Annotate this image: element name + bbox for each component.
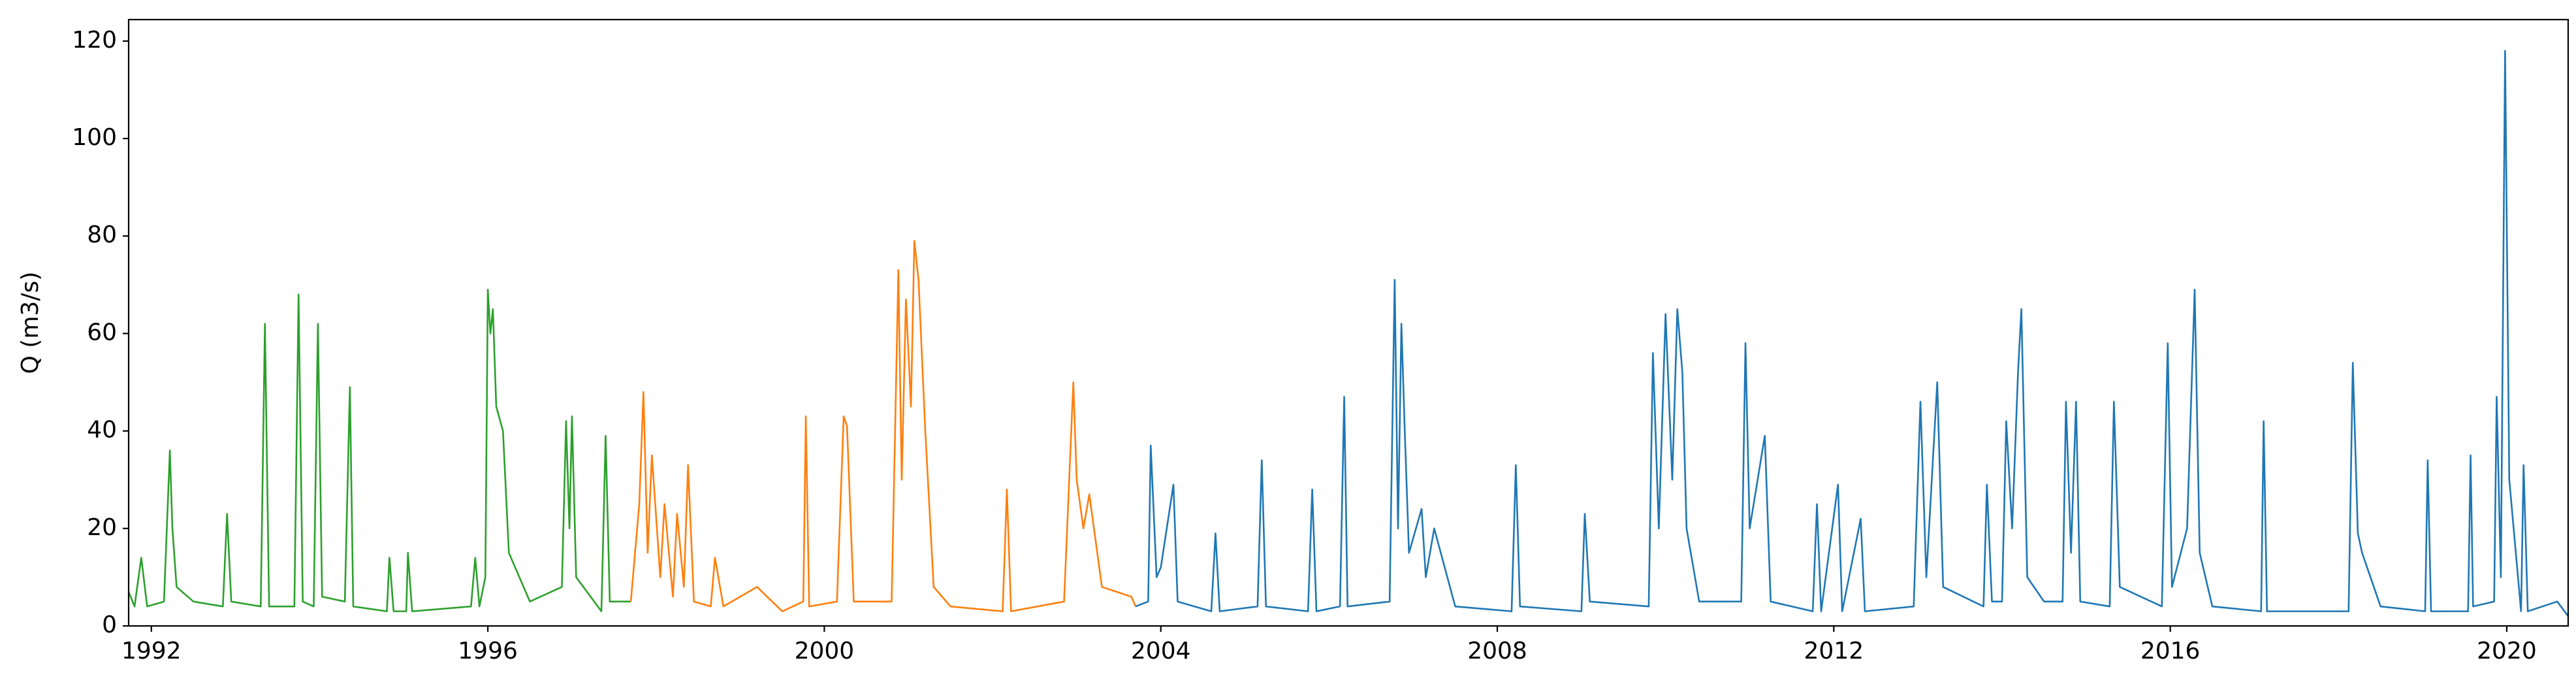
y-tick-label: 60 [87,319,117,346]
x-tick-label: 2004 [1131,638,1191,664]
x-tick-label: 2012 [1804,638,1864,664]
x-tick-label: 2016 [2140,638,2201,664]
y-axis-label: Q (m3/s) [17,272,44,374]
series-line [1135,50,2569,617]
y-tick-label: 120 [72,27,117,54]
x-tick-label: 2000 [795,638,855,664]
x-tick-label: 2020 [2477,638,2537,664]
y-tick-label: 0 [102,612,117,638]
y-tick-label: 20 [87,514,117,541]
x-tick-label: 1992 [121,638,182,664]
x-tick-label: 2008 [1467,638,1527,664]
series-line [127,288,631,612]
y-tick-label: 100 [72,124,117,151]
plot-frame [127,18,2569,627]
series-line [629,240,1137,612]
y-tick-label: 40 [87,417,117,444]
x-tick-label: 1996 [458,638,518,664]
y-tick-label: 80 [87,221,117,248]
